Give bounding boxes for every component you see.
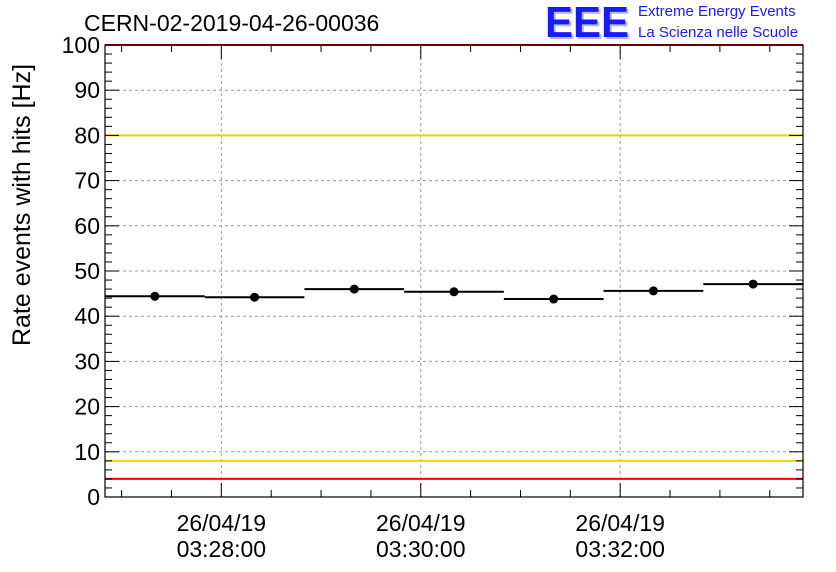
- x-tick-label-time: 03:32:00: [575, 536, 665, 562]
- y-tick-label: 90: [74, 77, 100, 103]
- data-point: [449, 287, 459, 297]
- y-axis-label: Rate events with hits [Hz]: [8, 64, 36, 346]
- y-tick-label: 10: [74, 439, 100, 465]
- x-tick-labels: 26/04/1903:28:0026/04/1903:30:0026/04/19…: [177, 510, 665, 562]
- data-series: [105, 279, 803, 304]
- y-tick-label: 70: [74, 168, 100, 194]
- x-tick-label-time: 03:28:00: [177, 536, 267, 562]
- eee-logo: EEE EEE: [545, 2, 631, 44]
- y-tick-label: 50: [74, 258, 100, 284]
- y-tick-label: 40: [74, 303, 100, 329]
- logo-subtitle-2: La Scienza nelle Scuole: [638, 24, 799, 41]
- axes: [104, 44, 804, 498]
- x-tick-label-date: 26/04/19: [376, 510, 466, 536]
- grid: [105, 45, 803, 497]
- x-tick-label-date: 26/04/19: [575, 510, 665, 536]
- data-point: [748, 279, 758, 289]
- data-point: [250, 292, 260, 302]
- chart-title: CERN-02-2019-04-26-00036: [84, 10, 380, 36]
- y-tick-label: 100: [62, 32, 100, 58]
- data-point: [549, 294, 559, 304]
- y-tick-labels: 0 10 20 30 40 50 60 70 80 90 100: [62, 32, 100, 510]
- logo-subtitle-1: Extreme Energy Events: [638, 3, 796, 20]
- y-tick-label: 80: [74, 122, 100, 148]
- data-point: [349, 284, 359, 294]
- y-tick-label: 30: [74, 348, 100, 374]
- svg-text:EEE: EEE: [545, 2, 629, 44]
- x-tick-label-time: 03:30:00: [376, 536, 466, 562]
- x-tick-label-date: 26/04/19: [177, 510, 267, 536]
- y-tick-label: 20: [74, 394, 100, 420]
- data-point: [648, 286, 658, 296]
- svg-text:EEE: EEE: [547, 2, 631, 44]
- reference-lines: [105, 44, 803, 480]
- y-tick-label: 60: [74, 213, 100, 239]
- data-point: [150, 291, 160, 301]
- y-tick-label: 0: [87, 484, 100, 510]
